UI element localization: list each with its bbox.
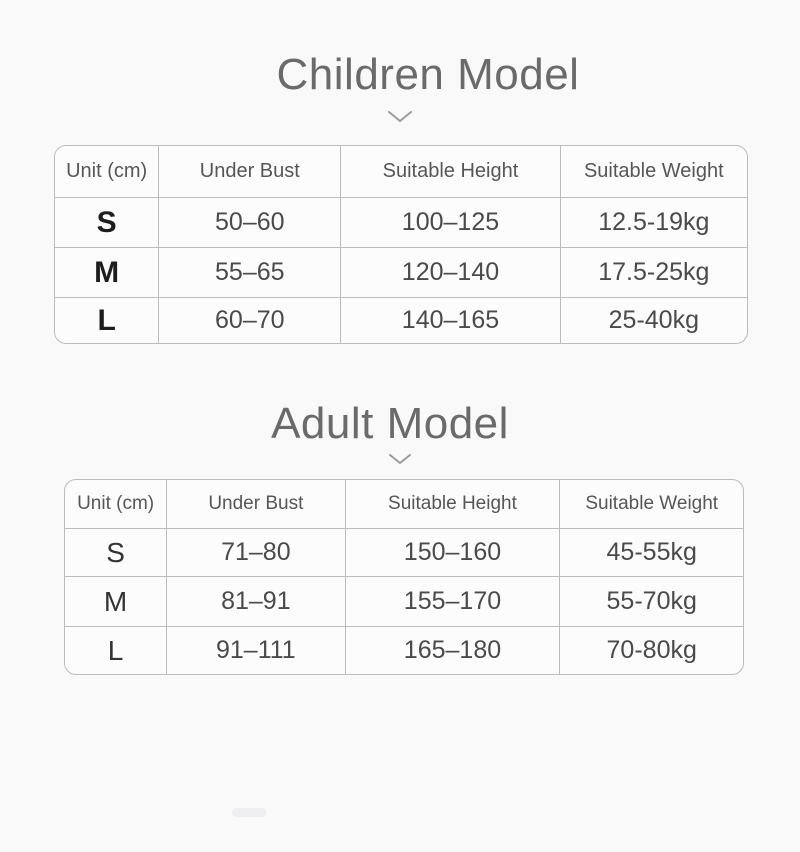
header-cell-unit: Unit (cm) <box>65 480 168 529</box>
under-bust-cell: 81–91 <box>166 576 346 627</box>
header-cell-under-bust: Under Bust <box>158 146 342 198</box>
suitable-weight-cell: 55-70kg <box>559 576 743 627</box>
suitable-weight-cell: 12.5-19kg <box>560 197 747 248</box>
suitable-weight-cell: 45-55kg <box>559 528 743 577</box>
adult-row-l: L 91–111 165–180 70-80kg <box>65 626 743 674</box>
children-row-m: M 55–65 120–140 17.5-25kg <box>55 247 747 298</box>
suitable-height-cell: 120–140 <box>340 247 561 298</box>
size-cell: S <box>65 528 168 577</box>
suitable-weight-cell: 25-40kg <box>608 306 699 334</box>
children-row-s: S 50–60 100–125 12.5-19kg <box>55 197 747 248</box>
chevron-down-icon <box>389 454 411 465</box>
children-header-row: Unit (cm) Under Bust Suitable Height Sui… <box>55 146 747 198</box>
under-bust-cell: 71–80 <box>166 528 346 577</box>
adult-row-s: S 71–80 150–160 45-55kg <box>65 528 743 577</box>
suitable-height-cell: 140–165 <box>340 297 561 343</box>
header-cell-suitable-weight: Suitable Weight <box>560 146 747 198</box>
suitable-height-cell: 165–180 <box>345 626 561 674</box>
adult-section: Adult Model Unit (cm) Under Bust Suitabl… <box>0 401 800 675</box>
children-section: Children Model Unit (cm) Under Bust Suit… <box>0 52 800 344</box>
chevron-down-icon <box>388 111 412 123</box>
suitable-weight-cell: 70-80kg <box>606 636 697 664</box>
header-cell-unit: Unit (cm) <box>55 146 160 198</box>
size-cell: M <box>55 247 160 298</box>
faint-smudge <box>232 808 266 817</box>
header-cell-suitable-height: Suitable Height <box>340 146 561 198</box>
suitable-height-cell: 155–170 <box>345 576 561 627</box>
header-cell-suitable-height: Suitable Height <box>345 480 561 529</box>
header-cell-suitable-weight: Suitable Weight <box>559 480 743 529</box>
adult-row-m: M 81–91 155–170 55-70kg <box>65 576 743 627</box>
size-cell: S <box>55 197 160 248</box>
adult-size-table: Unit (cm) Under Bust Suitable Height Sui… <box>64 479 744 675</box>
under-bust-cell: 91–111 <box>166 626 346 674</box>
suitable-weight-cell: 17.5-25kg <box>560 247 747 298</box>
children-row-l: L 60–70 140–165 25-40kg <box>55 297 747 343</box>
suitable-height-cell: 100–125 <box>340 197 561 248</box>
under-bust-cell: 60–70 <box>158 297 342 343</box>
children-size-table: Unit (cm) Under Bust Suitable Height Sui… <box>54 145 748 344</box>
under-bust-cell: 50–60 <box>158 197 342 248</box>
adult-model-title: Adult Model <box>271 399 509 448</box>
adult-header-row: Unit (cm) Under Bust Suitable Height Sui… <box>65 480 743 529</box>
size-cell: L <box>55 297 160 343</box>
children-model-title: Children Model <box>276 50 580 99</box>
header-cell-under-bust: Under Bust <box>166 480 346 529</box>
under-bust-cell: 55–65 <box>158 247 342 298</box>
size-cell: L <box>65 626 168 674</box>
suitable-height-cell: 150–160 <box>345 528 561 577</box>
size-cell: M <box>65 576 168 627</box>
